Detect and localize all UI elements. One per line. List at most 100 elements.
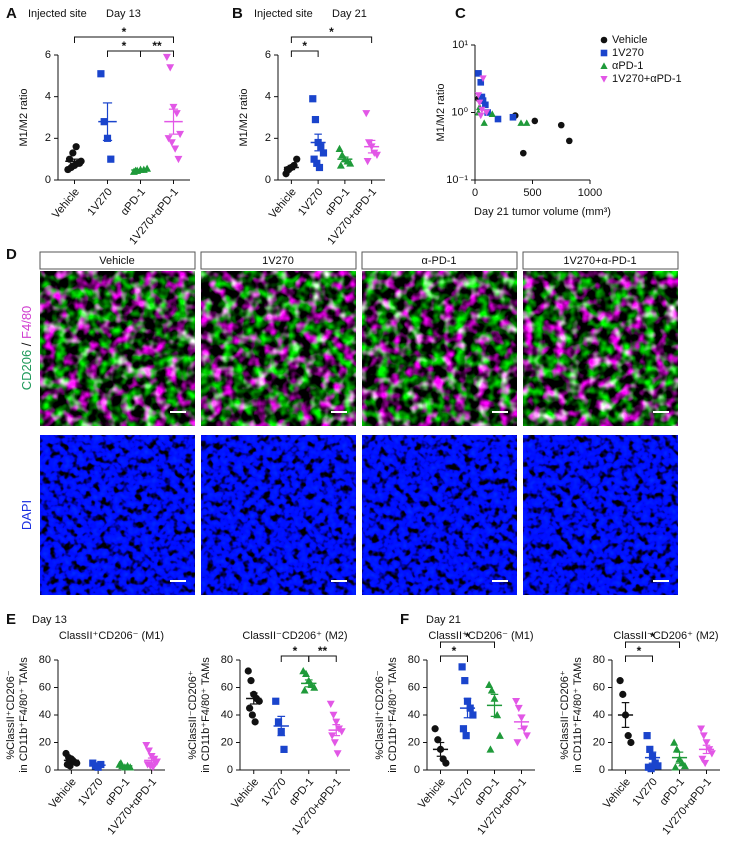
y-tick-label: 4: [45, 91, 51, 103]
point: [332, 718, 341, 726]
legend-label: Vehicle: [612, 34, 647, 46]
error-bar: [702, 744, 711, 755]
header-box: [39, 251, 196, 270]
x-tick-label: 500: [523, 187, 541, 199]
significance-label: *: [650, 630, 655, 644]
panel-title: Injected site: [28, 8, 87, 20]
panel-letter: A: [6, 5, 17, 22]
y-axis-label: %ClassII⁻CD206⁺: [559, 670, 571, 759]
significance-bracket: [74, 36, 174, 43]
panel-letter: B: [232, 5, 243, 22]
significance-bracket: [440, 641, 495, 648]
significance-label: *: [122, 25, 127, 39]
x-tick-label: 1V270+αPD-1: [290, 776, 344, 837]
y-tick-label: 0: [45, 174, 51, 186]
point: [531, 117, 539, 125]
point: [701, 759, 710, 768]
point: [523, 119, 531, 126]
point: [459, 725, 468, 733]
point: [346, 159, 355, 167]
row-label-part: DAPI: [19, 500, 34, 530]
significance-label: *: [637, 644, 642, 658]
error-bar: [287, 164, 296, 171]
row-label: DAPI: [19, 500, 34, 530]
x-tick-label: Vehicle: [47, 776, 79, 811]
y-tick-label: 0: [45, 764, 51, 776]
point: [517, 119, 525, 126]
error-bar: [102, 102, 113, 142]
point: [461, 677, 469, 685]
error-bar: [304, 679, 313, 688]
y-axis-label: %ClassII⁺CD206⁻: [5, 670, 17, 759]
point: [477, 112, 485, 120]
micrograph: [523, 271, 678, 426]
point: [699, 732, 708, 740]
chart-title: ClassII⁺CD206⁻ (M1): [428, 630, 533, 642]
significance-label: *: [465, 630, 470, 644]
point: [69, 149, 77, 157]
y-tick-label: 40: [593, 709, 605, 721]
y-tick-label: 0: [227, 764, 233, 776]
chart-title: ClassII⁻CD206⁺ (M2): [613, 630, 718, 642]
error-bar: [94, 763, 102, 767]
significance-label: *: [293, 644, 298, 658]
point: [485, 680, 494, 688]
micrograph: [523, 435, 678, 595]
error-bar: [332, 724, 341, 737]
point: [302, 669, 310, 677]
legend-marker: [600, 76, 608, 83]
point: [330, 739, 339, 747]
point: [310, 155, 318, 163]
point: [280, 745, 288, 753]
error-bar: [168, 108, 179, 135]
y-tick-label: 80: [408, 654, 420, 666]
point: [255, 697, 263, 705]
point: [274, 718, 283, 726]
error-bar: [135, 168, 146, 172]
point: [469, 711, 477, 719]
y-tick-label: 10¹: [452, 39, 468, 51]
point: [479, 75, 487, 83]
significance-label: **: [152, 39, 162, 53]
column-header: 1V270: [262, 255, 294, 267]
y-tick-label: 40: [408, 709, 420, 721]
point: [442, 759, 450, 767]
point: [319, 149, 328, 157]
y-tick-label: 60: [408, 681, 420, 693]
group-title: Day 13: [32, 614, 67, 626]
point: [313, 159, 321, 167]
micrograph: [362, 271, 517, 426]
point: [107, 155, 115, 163]
y-tick-label: 2: [45, 132, 51, 144]
point: [488, 110, 496, 117]
header-box: [522, 251, 679, 270]
point: [317, 143, 325, 151]
point: [702, 739, 711, 747]
x-tick-label: 1V270: [296, 186, 326, 218]
point: [509, 113, 517, 121]
point: [494, 115, 502, 123]
point: [431, 725, 439, 733]
error-bar: [121, 764, 129, 768]
error-bar: [675, 751, 684, 764]
x-tick-label: 1V270: [85, 186, 115, 218]
point: [329, 711, 338, 719]
error-bar: [69, 158, 80, 164]
group-title: Day 21: [426, 614, 461, 626]
point: [162, 53, 171, 62]
point: [172, 110, 181, 118]
point: [478, 93, 486, 101]
error-bar: [314, 133, 322, 152]
x-tick-label: 1V270+αPD-1: [105, 776, 159, 837]
y-axis-label: M1/M2 ratio: [238, 88, 250, 146]
legend-marker: [600, 49, 608, 57]
point: [126, 763, 135, 771]
point: [116, 759, 125, 767]
point: [475, 99, 484, 107]
x-tick-label: 1V270: [259, 776, 289, 808]
point: [624, 732, 632, 740]
point: [247, 677, 255, 685]
x-axis-label: Day 21 tumor volume (mm³): [474, 206, 611, 218]
point: [362, 110, 371, 118]
